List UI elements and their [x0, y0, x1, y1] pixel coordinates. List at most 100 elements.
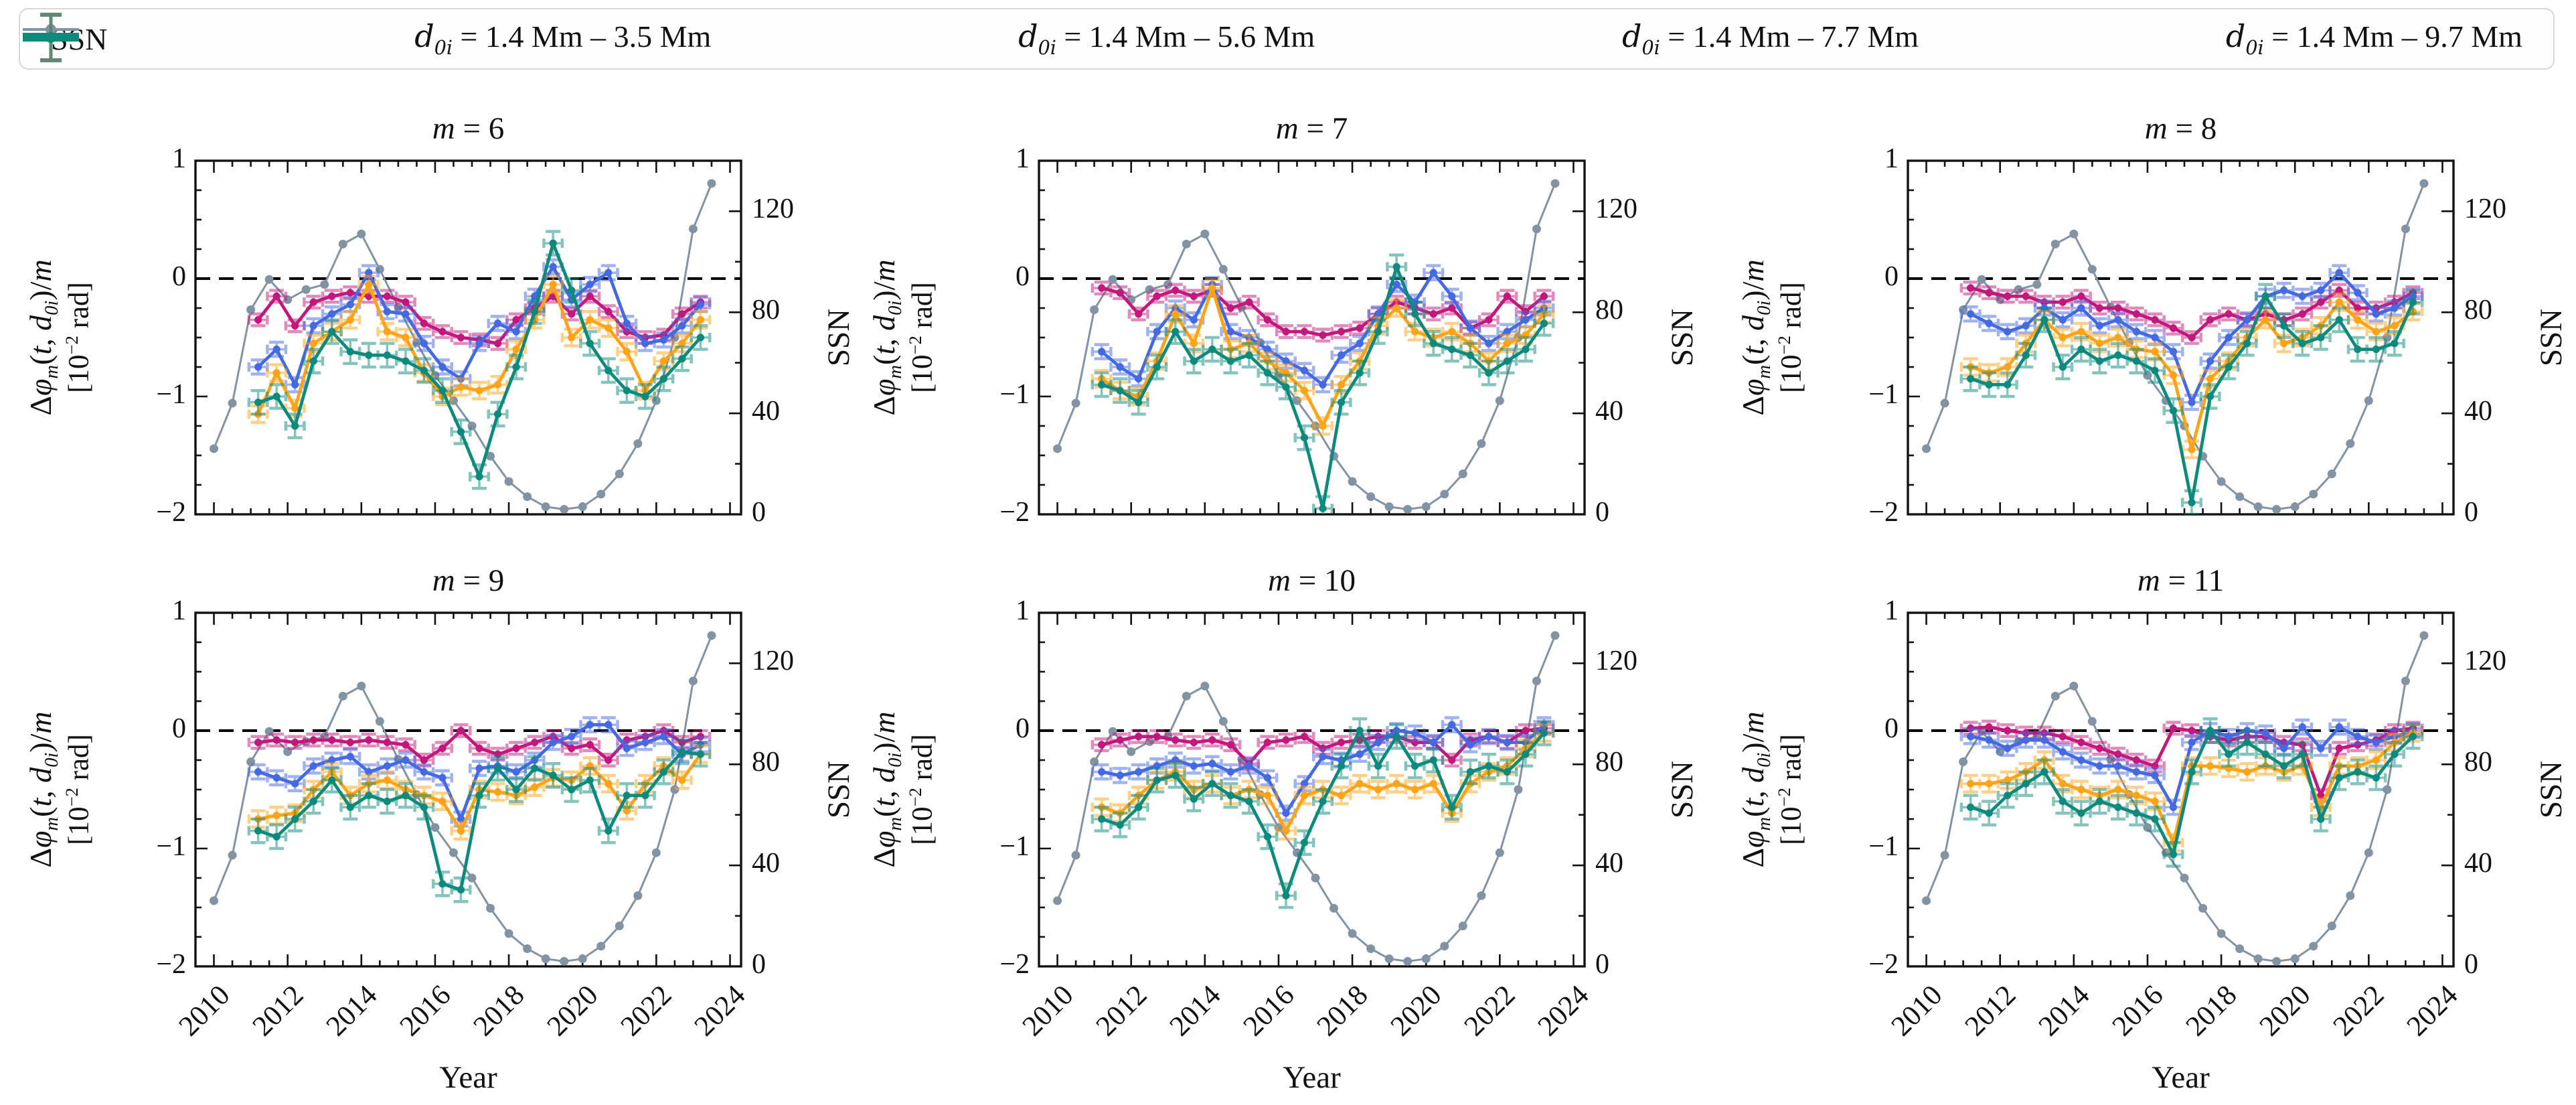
- series-point-d97: [568, 786, 576, 794]
- ssn-tick-label: 40: [2464, 848, 2492, 879]
- series-point-d56: [2335, 269, 2343, 277]
- series-point-d56: [1300, 780, 1309, 788]
- series-point-d97: [605, 827, 613, 835]
- y-axis-label: Δφm(t, d0i)/m [10−2 rad]: [1736, 711, 1807, 868]
- series-point-d97: [1522, 750, 1530, 758]
- x-axis-label: Year: [2152, 1060, 2210, 1095]
- legend-label-d35: d0i = 1.4 Mm – 3.5 Mm: [414, 18, 712, 59]
- series-point-d35: [1522, 727, 1530, 735]
- series-point-d97: [1319, 504, 1327, 512]
- series-point-d77: [2004, 363, 2012, 371]
- series-point-d77: [2132, 792, 2141, 800]
- ssn-point: [1514, 785, 1523, 794]
- panel-title-m8: m = 8: [2144, 111, 2217, 146]
- series-point-d35: [1319, 331, 1327, 340]
- series-point-d97: [1429, 340, 1437, 348]
- series-point-d97: [493, 410, 502, 419]
- series-point-d97: [2206, 727, 2215, 735]
- series-point-d35: [1337, 327, 1346, 336]
- ssn-point: [1477, 439, 1486, 448]
- series-point-d56: [1985, 736, 1993, 744]
- series-point-d35: [457, 334, 465, 342]
- series-point-d77: [2261, 316, 2269, 324]
- series-d56: [1091, 716, 1555, 822]
- series-point-d56: [457, 815, 465, 823]
- series-point-d56: [1503, 739, 1511, 747]
- series-point-d56: [641, 739, 649, 747]
- series-point-d97: [678, 748, 686, 756]
- series-point-d97: [1300, 838, 1309, 846]
- y-tick-label: −2: [156, 949, 186, 980]
- series-point-d97: [2372, 346, 2380, 354]
- series-point-d77: [512, 346, 520, 354]
- series-point-d77: [1282, 827, 1290, 835]
- series-point-d35: [2335, 744, 2343, 752]
- series-point-d97: [2077, 346, 2085, 354]
- series-point-d35: [512, 744, 520, 752]
- series-point-d97: [402, 357, 410, 365]
- series-point-d77: [1356, 780, 1364, 788]
- series-point-d77: [272, 812, 280, 820]
- series-point-d77: [696, 316, 705, 324]
- ssn-point: [1959, 757, 1968, 767]
- y-tick-label: 0: [172, 261, 186, 292]
- series-point-d77: [1392, 304, 1400, 312]
- series-point-d56: [2261, 729, 2269, 737]
- series-point-d77: [309, 340, 317, 348]
- series-point-d97: [2059, 798, 2067, 806]
- series-point-d97: [1967, 803, 1975, 811]
- ssn-point: [1330, 903, 1339, 913]
- series-point-d35: [1098, 284, 1106, 292]
- ssn-point: [2198, 903, 2208, 913]
- series-point-d56: [2132, 327, 2141, 336]
- series-point-d97: [2077, 809, 2085, 817]
- ssn-tick-label: 80: [1595, 295, 1623, 326]
- plot-frame: [1907, 159, 2455, 516]
- series-point-d97: [2409, 733, 2417, 741]
- ssn-point: [1366, 492, 1376, 502]
- series-point-d35: [420, 319, 428, 327]
- y-tick-label: −2: [1868, 949, 1899, 980]
- ssn-point: [1940, 398, 1949, 408]
- series-point-d56: [2004, 327, 2012, 336]
- series-point-d35: [346, 289, 354, 297]
- series-point-d97: [641, 392, 649, 400]
- ssn-point: [2290, 502, 2300, 512]
- ticks: [195, 611, 741, 968]
- series-point-d35: [568, 310, 576, 318]
- series-point-d77: [1448, 327, 1456, 336]
- panel-m10: [1038, 611, 1586, 968]
- ssn-point: [1071, 398, 1080, 408]
- series-point-d35: [2004, 727, 2012, 735]
- ssn-point: [504, 929, 513, 938]
- series-point-d97: [2169, 851, 2178, 859]
- series-point-d56: [2391, 304, 2399, 312]
- ssn-point: [2346, 891, 2355, 900]
- series-point-d56: [2335, 723, 2343, 731]
- series-point-d77: [678, 340, 686, 348]
- series-d56: [1959, 718, 2424, 816]
- y-tick-label: 0: [1016, 261, 1030, 292]
- series-point-d35: [1172, 736, 1180, 744]
- y-tick-label: 0: [1884, 261, 1899, 292]
- ssn-point: [2346, 439, 2355, 448]
- series-point-d97: [2206, 392, 2215, 400]
- series-point-d35: [1300, 327, 1309, 336]
- ssn-point: [1550, 179, 1560, 188]
- series-point-d56: [659, 336, 667, 344]
- ssn-point: [2272, 504, 2281, 514]
- series-point-d56: [2095, 321, 2103, 329]
- series-point-d35: [1226, 741, 1234, 749]
- ssn-tick-label: 80: [752, 747, 780, 778]
- plot-frame: [194, 159, 742, 516]
- ssn-point: [2032, 280, 2042, 289]
- series-point-d56: [1411, 729, 1419, 737]
- series-point-d97: [328, 776, 336, 784]
- ssn-point: [1532, 224, 1541, 234]
- series-point-d56: [2354, 289, 2362, 297]
- series-point-d97: [1503, 768, 1511, 776]
- ssn-tick-label: 80: [1595, 747, 1623, 778]
- series-point-d56: [641, 340, 649, 348]
- series-point-d97: [383, 798, 391, 806]
- series-point-d97: [659, 375, 667, 383]
